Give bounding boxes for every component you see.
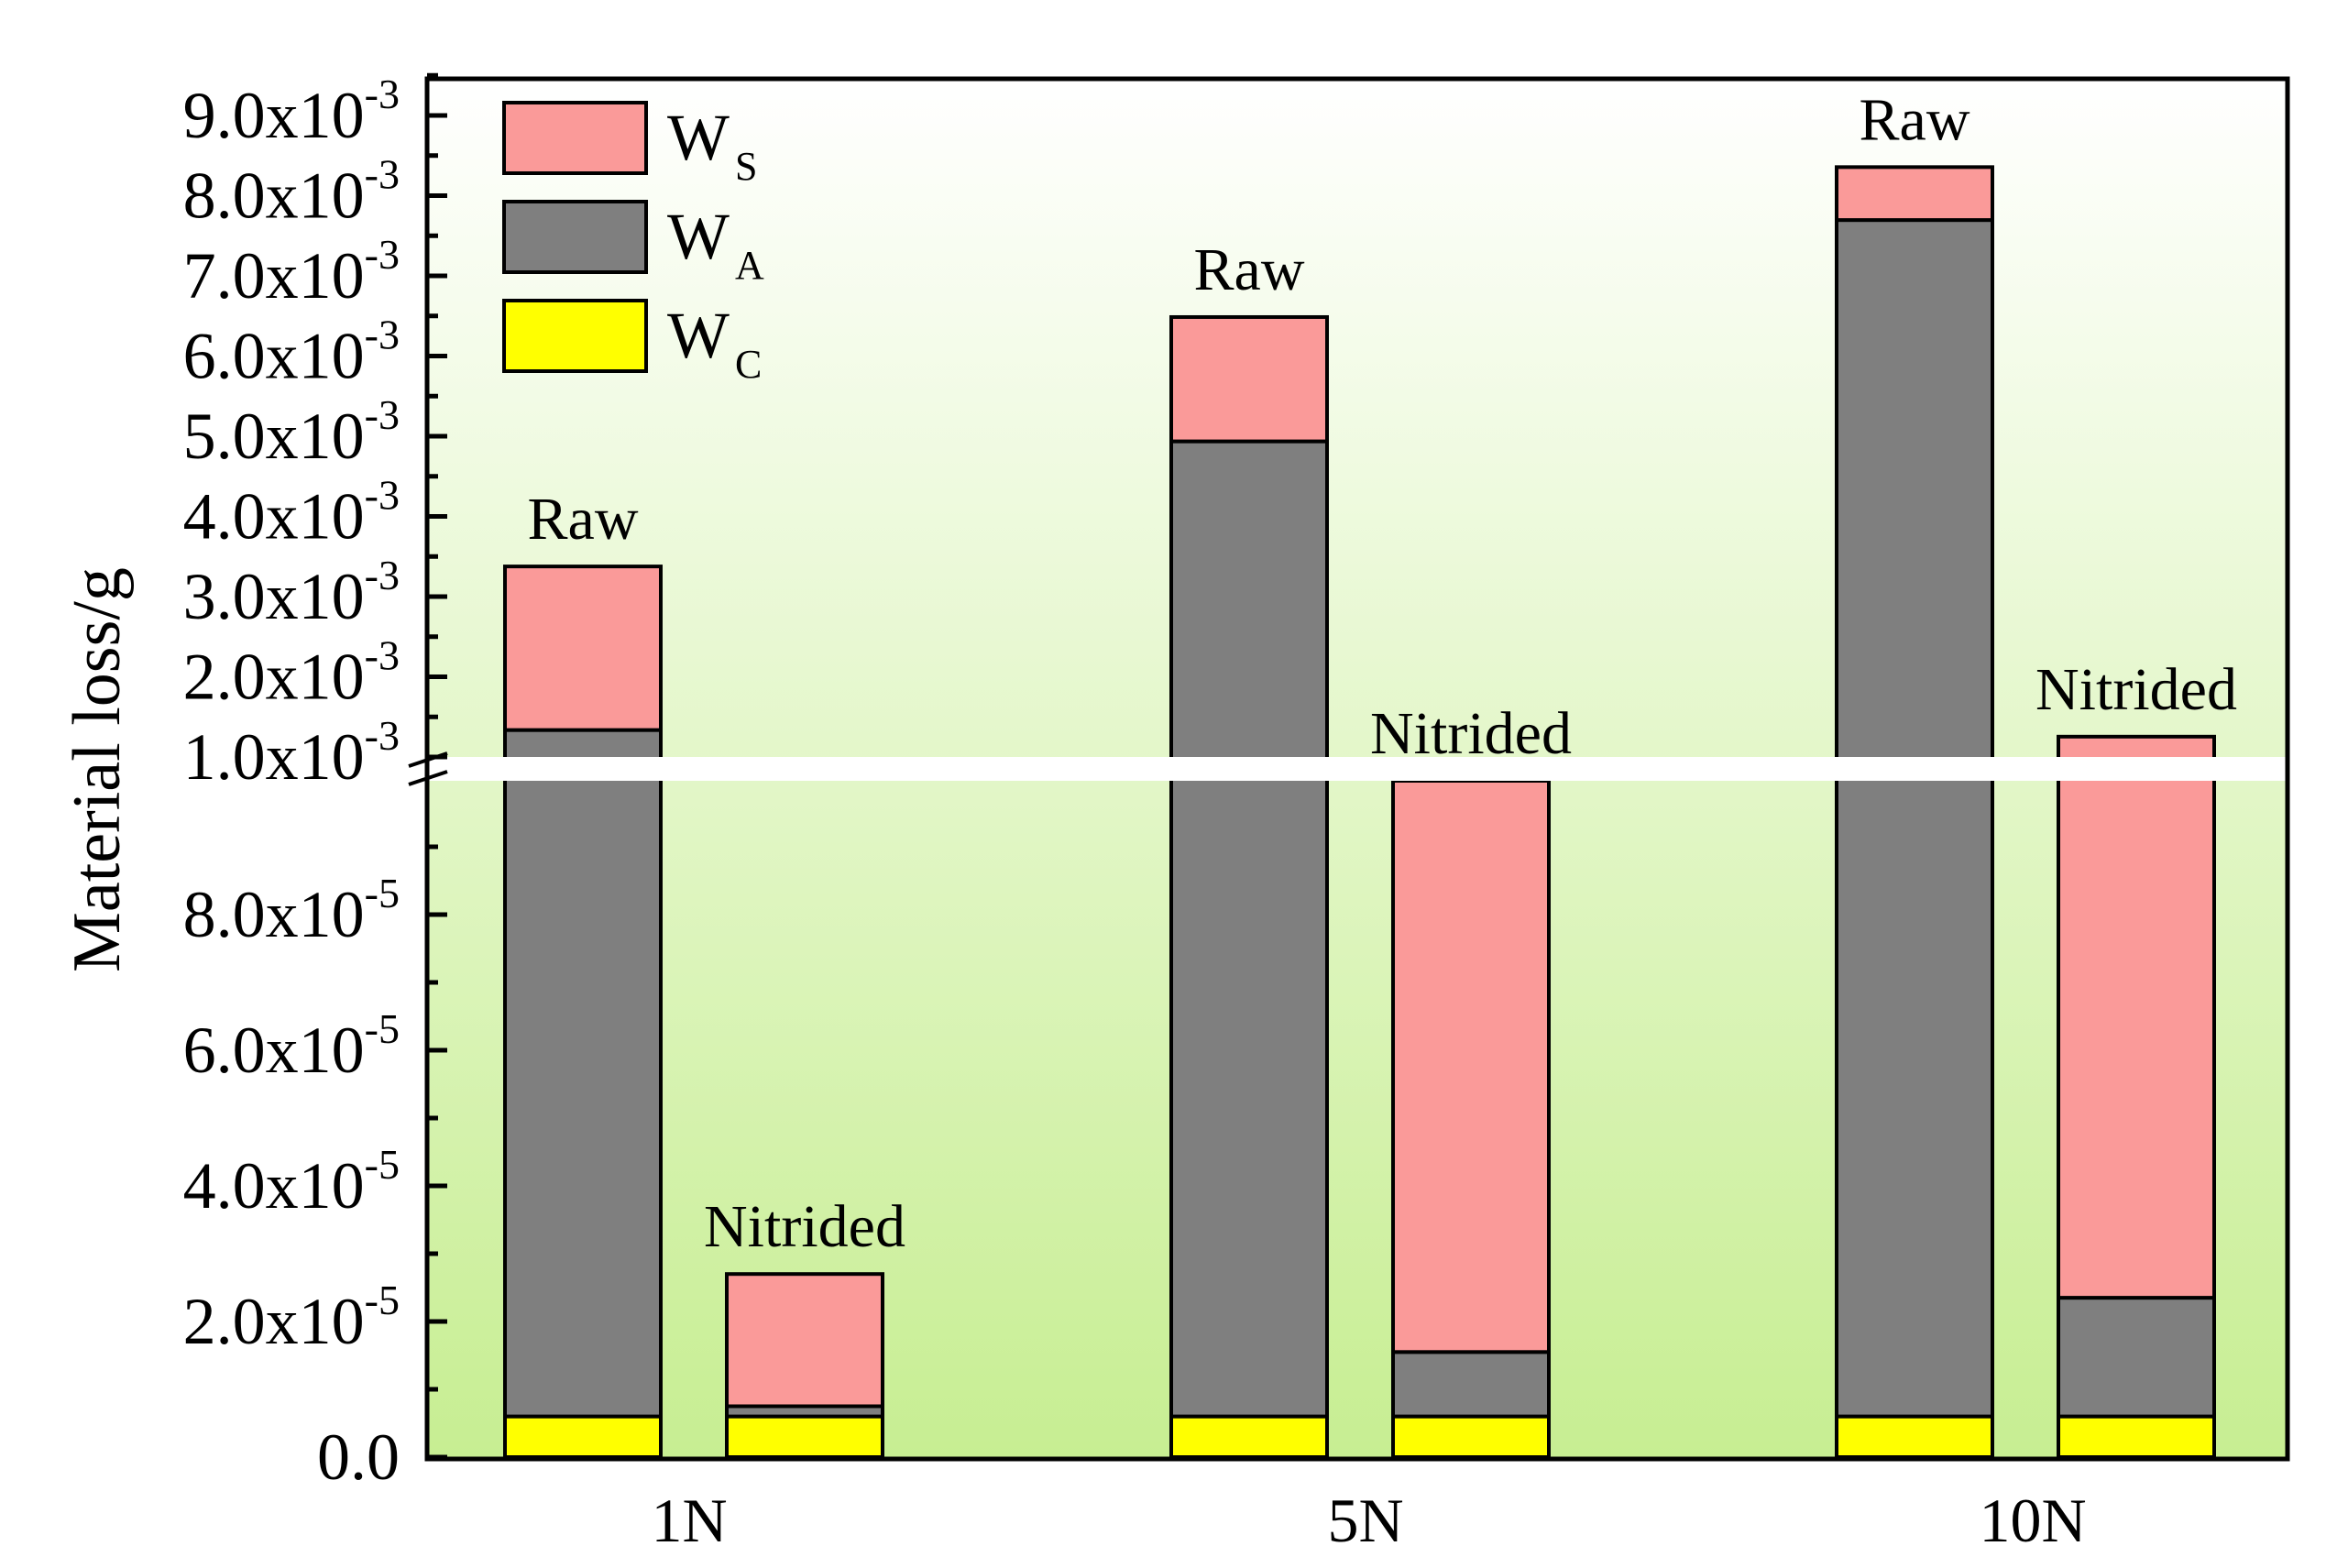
axis-break-mark-0 — [408, 751, 448, 768]
x-tick-label-10N: 10N — [1979, 1486, 2086, 1555]
legend-swatch-wa — [502, 200, 648, 274]
y-tick-label-upper-6: 7.0x10-3 — [183, 231, 400, 313]
bar-label-10N-raw: Raw — [1860, 86, 1970, 153]
legend-swatch-ws — [502, 101, 648, 175]
y-tick-label-upper-0: 1.0x10-3 — [183, 712, 400, 794]
bar-segment-wc-5N-raw — [1169, 1414, 1329, 1459]
bar-segment-wa-5N-nitrided — [1391, 1350, 1551, 1419]
bar-label-1N-raw: Raw — [528, 486, 639, 553]
bar-segment-wa-10N-nitrided — [2057, 1296, 2216, 1419]
y-tick-label-lower-1: 2.0x10-5 — [183, 1277, 400, 1358]
y-tick-label-upper-5: 6.0x10-3 — [183, 312, 400, 393]
bar-segment-ws-5N-raw — [1169, 314, 1329, 444]
bar-label-1N-nitrided: Nitrided — [704, 1193, 905, 1260]
bar-segment-wa-5N-raw — [1169, 439, 1329, 1419]
y-tick-label-lower-0: 0.0 — [317, 1420, 400, 1494]
bar-segment-wc-10N-nitrided — [2057, 1414, 2216, 1459]
bar-segment-wa-10N-raw — [1835, 218, 1994, 1419]
y-tick-label-upper-7: 8.0x10-3 — [183, 151, 400, 233]
bar-segment-ws-10N-raw — [1835, 165, 1994, 223]
y-tick-label-upper-3: 4.0x10-3 — [183, 472, 400, 554]
bar-label-10N-nitrided: Nitrided — [2035, 656, 2237, 723]
y-tick-label-lower-2: 4.0x10-5 — [183, 1141, 400, 1223]
bar-label-5N-nitrided: Nitrided — [1370, 700, 1572, 767]
bar-segment-ws-10N-nitrided — [2057, 734, 2216, 1300]
bar-segment-ws-1N-raw — [503, 565, 663, 732]
x-axis: 1N 5N 10N — [651, 1486, 2086, 1555]
y-tick-label-lower-4: 8.0x10-5 — [183, 870, 400, 951]
bar-annotations: Raw Nitrided Raw Nitrided Raw Nitrided — [528, 86, 2237, 1260]
y-axis-title: Material loss/g — [60, 567, 135, 972]
bar-label-5N-raw: Raw — [1194, 236, 1305, 303]
bar-segment-ws-5N-nitrided — [1391, 779, 1551, 1354]
axis-break-gap — [429, 757, 2286, 781]
y-axis: 0.0 2.0x10-5 4.0x10-5 6.0x10-5 8.0x10-5 1.0x1… — [183, 71, 448, 1494]
legend: W S W A W C — [502, 101, 764, 387]
x-tick-label-1N: 1N — [651, 1486, 727, 1555]
y-tick-label-lower-3: 6.0x10-5 — [183, 1005, 400, 1087]
plot-frame — [424, 76, 2290, 1462]
bar-segment-wc-1N-nitrided — [725, 1414, 884, 1459]
axis-break-mark-1 — [408, 770, 448, 786]
legend-swatch-wc — [502, 299, 648, 373]
bar-segment-ws-1N-nitrided — [725, 1272, 884, 1409]
bar-segment-wc-1N-raw — [503, 1414, 663, 1459]
y-tick-label-upper-1: 2.0x10-3 — [183, 632, 400, 714]
bar-segment-wc-5N-nitrided — [1391, 1414, 1551, 1459]
y-tick-label-upper-4: 5.0x10-3 — [183, 391, 400, 473]
bars-layer — [503, 165, 2216, 1459]
x-tick-label-5N: 5N — [1327, 1486, 1403, 1555]
bar-segment-wc-10N-raw — [1835, 1414, 1994, 1459]
y-tick-label-upper-8: 9.0x10-3 — [183, 71, 400, 152]
y-tick-label-upper-2: 3.0x10-3 — [183, 552, 400, 633]
bar-segment-wa-1N-raw — [503, 728, 663, 1419]
